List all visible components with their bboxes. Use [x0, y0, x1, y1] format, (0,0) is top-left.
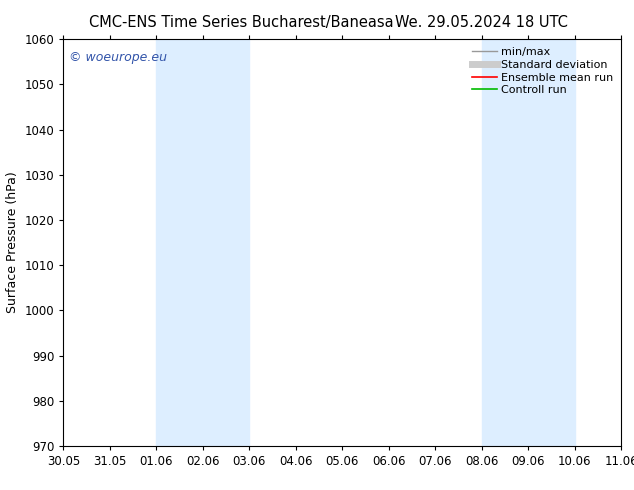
Text: © woeurope.eu: © woeurope.eu — [69, 51, 167, 64]
Bar — [482, 39, 575, 446]
Bar — [157, 39, 249, 446]
Legend: min/max, Standard deviation, Ensemble mean run, Controll run: min/max, Standard deviation, Ensemble me… — [468, 43, 618, 100]
Y-axis label: Surface Pressure (hPa): Surface Pressure (hPa) — [6, 172, 19, 314]
Text: CMC-ENS Time Series Bucharest/Baneasa: CMC-ENS Time Series Bucharest/Baneasa — [89, 15, 393, 30]
Text: We. 29.05.2024 18 UTC: We. 29.05.2024 18 UTC — [396, 15, 568, 30]
